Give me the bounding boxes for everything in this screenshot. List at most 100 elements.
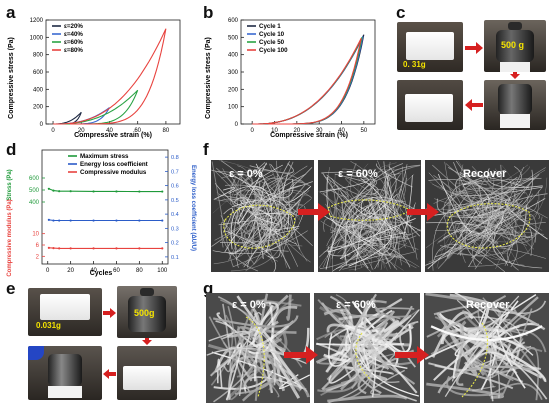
sem-fiber (339, 324, 413, 338)
sem-fiber (238, 312, 262, 396)
sem-f-strain60: ε = 60% (318, 160, 421, 272)
chart-d-modulus-point (47, 246, 50, 249)
chart-d-xtick-label: 80 (136, 268, 143, 274)
chart-b: Compressive stress (Pa) Compressive stra… (205, 18, 376, 139)
sem-fiber (476, 202, 513, 244)
sem-fiber (342, 251, 416, 270)
b-ytick-label: 0 (235, 122, 239, 128)
sem-fiber (501, 186, 543, 219)
chart-d-stress-point (58, 190, 61, 193)
highlight-outline (223, 204, 296, 249)
sem-fiber (386, 217, 408, 250)
sponge-block-recovered (405, 94, 453, 122)
a-ytick-label: 600 (33, 70, 44, 76)
sem-fiber (444, 295, 520, 398)
sem-fiber (375, 307, 415, 320)
sem-fiber (432, 164, 494, 225)
chart-d-right-tick-label: 0.7 (171, 169, 179, 175)
chart-d-modulus-point (58, 247, 61, 250)
sem-fiber (234, 327, 276, 395)
sem-fiber (425, 293, 502, 317)
sem-fiber (323, 175, 349, 198)
arrow-down-e (142, 338, 152, 345)
sem-fiber (506, 232, 540, 271)
chart-d-right-tick-label: 0.8 (171, 155, 179, 161)
chart-d-energy-loss-point (115, 219, 118, 222)
sem-fiber (319, 224, 392, 270)
photo-c-weight-bottom (484, 80, 546, 130)
sem-fiber (230, 206, 272, 250)
sem-fiber (348, 210, 355, 247)
sem-fiber (433, 189, 526, 212)
chart-d-xtick-label: 40 (90, 268, 97, 274)
highlight-fiber (355, 332, 371, 380)
sem-fiber (255, 171, 293, 203)
sem-fiber (254, 198, 304, 241)
sem-fiber (255, 299, 302, 308)
chart-d-right-tick-label: 0.3 (171, 226, 179, 232)
chart-d-energy-loss-line (48, 219, 163, 222)
chart-d-energy-loss-point (52, 219, 55, 222)
sem-fiber (381, 199, 409, 234)
sem-fiber (426, 295, 507, 338)
panel-label-g: g (203, 279, 214, 298)
b-ytick-label: 100 (228, 105, 239, 111)
a-ytick-label: 200 (33, 105, 44, 111)
chart-d-ylabel-stress: Stress (Pa) (7, 169, 13, 200)
sem-fiber (436, 215, 533, 268)
sem-fiber (255, 208, 290, 248)
chart-a-legend-label: ε=80% (64, 47, 83, 54)
fiber-texture (211, 160, 314, 272)
sem-fiber (250, 328, 276, 386)
fiber-texture (425, 160, 549, 272)
a-ytick-label: 1200 (30, 18, 44, 24)
sem-fiber (510, 341, 542, 370)
sem-fiber (456, 192, 520, 217)
panel-label-e: e (6, 279, 16, 298)
sem-fiber (372, 232, 391, 252)
highlight-fiber (461, 322, 489, 398)
weight-body (128, 296, 166, 332)
sem-fiber (319, 223, 408, 258)
sem-fiber (439, 170, 495, 252)
b-xtick-label: 10 (271, 128, 278, 134)
sem-fiber (460, 172, 509, 236)
sem-fiber (482, 297, 519, 365)
weight-mass-label: 500g (134, 308, 155, 318)
sem-fiber (326, 174, 374, 198)
b-xtick-label: 20 (293, 128, 300, 134)
a-xtick-label: 0 (51, 128, 55, 134)
sem-fiber (337, 245, 374, 271)
chart-d: Stress (Pa) Compressive modulus (Pa) Ene… (7, 149, 196, 277)
sem-fiber (433, 175, 465, 261)
chart-d-right-tick-label: 0.5 (171, 198, 179, 204)
sem-fiber (464, 234, 518, 243)
sem-fiber (454, 293, 534, 356)
chart-d-modulus-line (48, 247, 163, 249)
sem-fiber (457, 228, 499, 244)
chart-d-stress-point (52, 189, 55, 192)
sem-fiber (323, 166, 404, 253)
chart-d-stress-tick-label: 500 (29, 188, 40, 194)
sem-fiber (212, 315, 299, 328)
sem-g-label-60: ε = 60% (336, 299, 376, 311)
sem-fiber (353, 169, 383, 260)
arrow-left-c (465, 99, 483, 111)
sem-f-label-recover: Recover (463, 168, 507, 180)
sem-fiber (251, 204, 303, 240)
sem-fiber (350, 161, 374, 201)
chart-d-energy-loss-point (161, 219, 164, 222)
sem-fiber (346, 327, 420, 397)
chart-d-right-tick-label: 0.2 (171, 241, 179, 247)
sem-fiber (444, 169, 534, 218)
chart-d-right-tick-label: 0.4 (171, 212, 179, 218)
chart-a-xlabel: Compressive strain (%) (74, 132, 152, 139)
chart-d-legend-label: Maximum stress (80, 153, 129, 160)
sem-fiber (229, 202, 264, 237)
arrow-right-e (103, 308, 116, 318)
chart-d-modulus-point (69, 247, 72, 250)
sem-fiber (445, 163, 535, 250)
sem-fiber (228, 165, 308, 261)
sem-fiber (322, 174, 337, 268)
sem-fiber (251, 177, 283, 205)
